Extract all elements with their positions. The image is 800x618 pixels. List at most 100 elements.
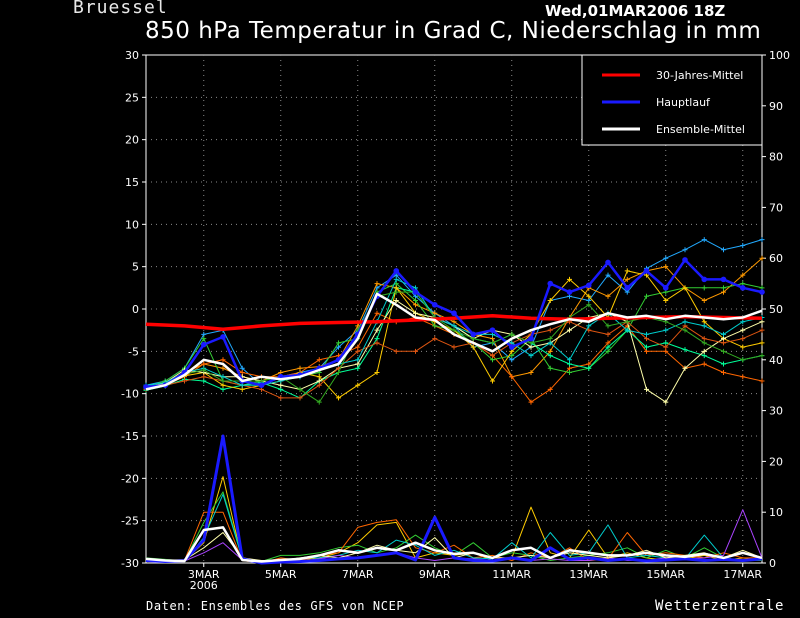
y-tick-label: 20 <box>125 134 139 147</box>
temp-member-point <box>355 323 361 329</box>
main-run-point <box>431 301 438 308</box>
x-tick-sublabel: 2006 <box>190 579 218 592</box>
temp-member-point <box>239 365 245 371</box>
temp-member-point <box>355 357 361 363</box>
y2-tick-label: 50 <box>769 303 783 316</box>
temp-member-point <box>567 370 572 375</box>
temp-member-point <box>586 293 592 299</box>
temp-member-point <box>663 264 669 270</box>
temp-member-point <box>220 378 226 384</box>
y-tick-label: 30 <box>125 49 139 62</box>
temp-member-point <box>682 319 688 325</box>
temp-member-point <box>759 327 765 333</box>
temp-member-point <box>586 323 592 329</box>
temp-member-point <box>201 374 207 380</box>
temp-member-point <box>393 285 399 291</box>
temp-member-point <box>547 386 553 392</box>
temp-member-point <box>663 399 669 405</box>
temp-member-point <box>759 340 765 346</box>
temp-member-point <box>701 285 707 291</box>
y-tick-label: 25 <box>125 91 139 104</box>
temp-member-point <box>490 357 495 363</box>
temp-member-point <box>701 237 707 243</box>
legend-label: 30-Jahres-Mittel <box>656 69 743 82</box>
temp-member-point <box>644 331 649 337</box>
temp-member-point <box>547 365 553 371</box>
main-run-point <box>220 334 226 340</box>
temp-member-point <box>374 336 380 342</box>
temp-member-point <box>547 348 553 354</box>
main-run-point <box>624 285 631 291</box>
temp-member-point <box>509 374 515 380</box>
temp-member-point <box>740 243 746 248</box>
temp-member-point <box>701 298 707 304</box>
temp-member-point <box>220 374 226 380</box>
temp-member-point <box>451 327 457 333</box>
temp-member-point <box>528 399 534 405</box>
temp-member-point <box>586 361 592 367</box>
temp-member-point <box>355 382 361 388</box>
x-tick-label: 13MAR <box>569 568 608 581</box>
temp-member-point <box>624 327 630 333</box>
station-name: Bruessel <box>73 0 168 18</box>
temp-member-point <box>567 365 572 371</box>
temp-member-point <box>759 353 765 359</box>
y2-tick-label: 80 <box>769 151 783 164</box>
temp-member-point <box>336 370 341 375</box>
temp-member-point <box>336 344 341 350</box>
y2-tick-label: 100 <box>769 49 790 62</box>
legend: 30-Jahres-Mittel Hauptlauf Ensemble-Mittel <box>581 54 763 146</box>
temp-member-point <box>682 323 688 329</box>
temp-member-point <box>393 289 399 295</box>
temp-member-point <box>374 310 380 316</box>
temp-member-point <box>721 336 726 342</box>
y-tick-label: -10 <box>121 388 139 401</box>
temp-member-point <box>528 344 534 350</box>
temp-member-point <box>740 272 746 278</box>
temp-member-point <box>374 340 380 346</box>
temp-member-point <box>374 327 380 333</box>
temp-member-point <box>663 255 669 261</box>
temp-member-point <box>682 327 688 333</box>
temp-member-point <box>759 378 765 384</box>
main-run-point <box>470 331 477 338</box>
temp-member-point <box>663 327 669 333</box>
main-run-point <box>393 268 400 274</box>
brand: Wetterzentrale <box>655 598 785 614</box>
temp-member-point <box>701 319 707 325</box>
temp-member-point <box>682 285 688 291</box>
temp-member-point <box>413 298 418 304</box>
temp-member-point <box>220 386 226 392</box>
x-tick-label: 17MAR <box>723 568 762 581</box>
legend-label: Hauptlauf <box>656 96 711 109</box>
temp-member-point <box>316 374 322 380</box>
temp-member-point <box>740 327 746 333</box>
temp-member-point <box>297 386 303 392</box>
y-tick-label: 5 <box>132 261 139 274</box>
temp-member-point <box>182 378 187 384</box>
precip-ensemble-mean-line <box>145 526 763 563</box>
temp-member-point <box>547 353 553 359</box>
x-tick-label: 11MAR <box>492 568 531 581</box>
temp-member-point <box>451 344 457 350</box>
temp-member-point <box>605 272 611 278</box>
temp-member-point <box>316 357 322 363</box>
temp-member-point <box>201 378 207 384</box>
temp-member-point <box>220 357 226 363</box>
temp-member-point <box>740 357 746 363</box>
temp-member-point <box>701 348 707 354</box>
temp-member-point <box>586 365 592 371</box>
temp-member-point <box>701 323 707 329</box>
y-tick-label: 15 <box>125 176 139 189</box>
temp-member-point <box>644 344 649 350</box>
temp-member-point <box>682 347 688 353</box>
y2-tick-label: 60 <box>769 252 783 265</box>
temp-member-point <box>432 323 438 329</box>
temp-member-point <box>721 340 726 346</box>
temp-member-point <box>278 382 284 388</box>
temp-member-point <box>355 361 361 367</box>
temp-member-point <box>316 399 322 405</box>
temp-member-point <box>605 340 611 346</box>
x-tick-label: 15MAR <box>646 568 685 581</box>
temp-member-point <box>374 370 380 375</box>
